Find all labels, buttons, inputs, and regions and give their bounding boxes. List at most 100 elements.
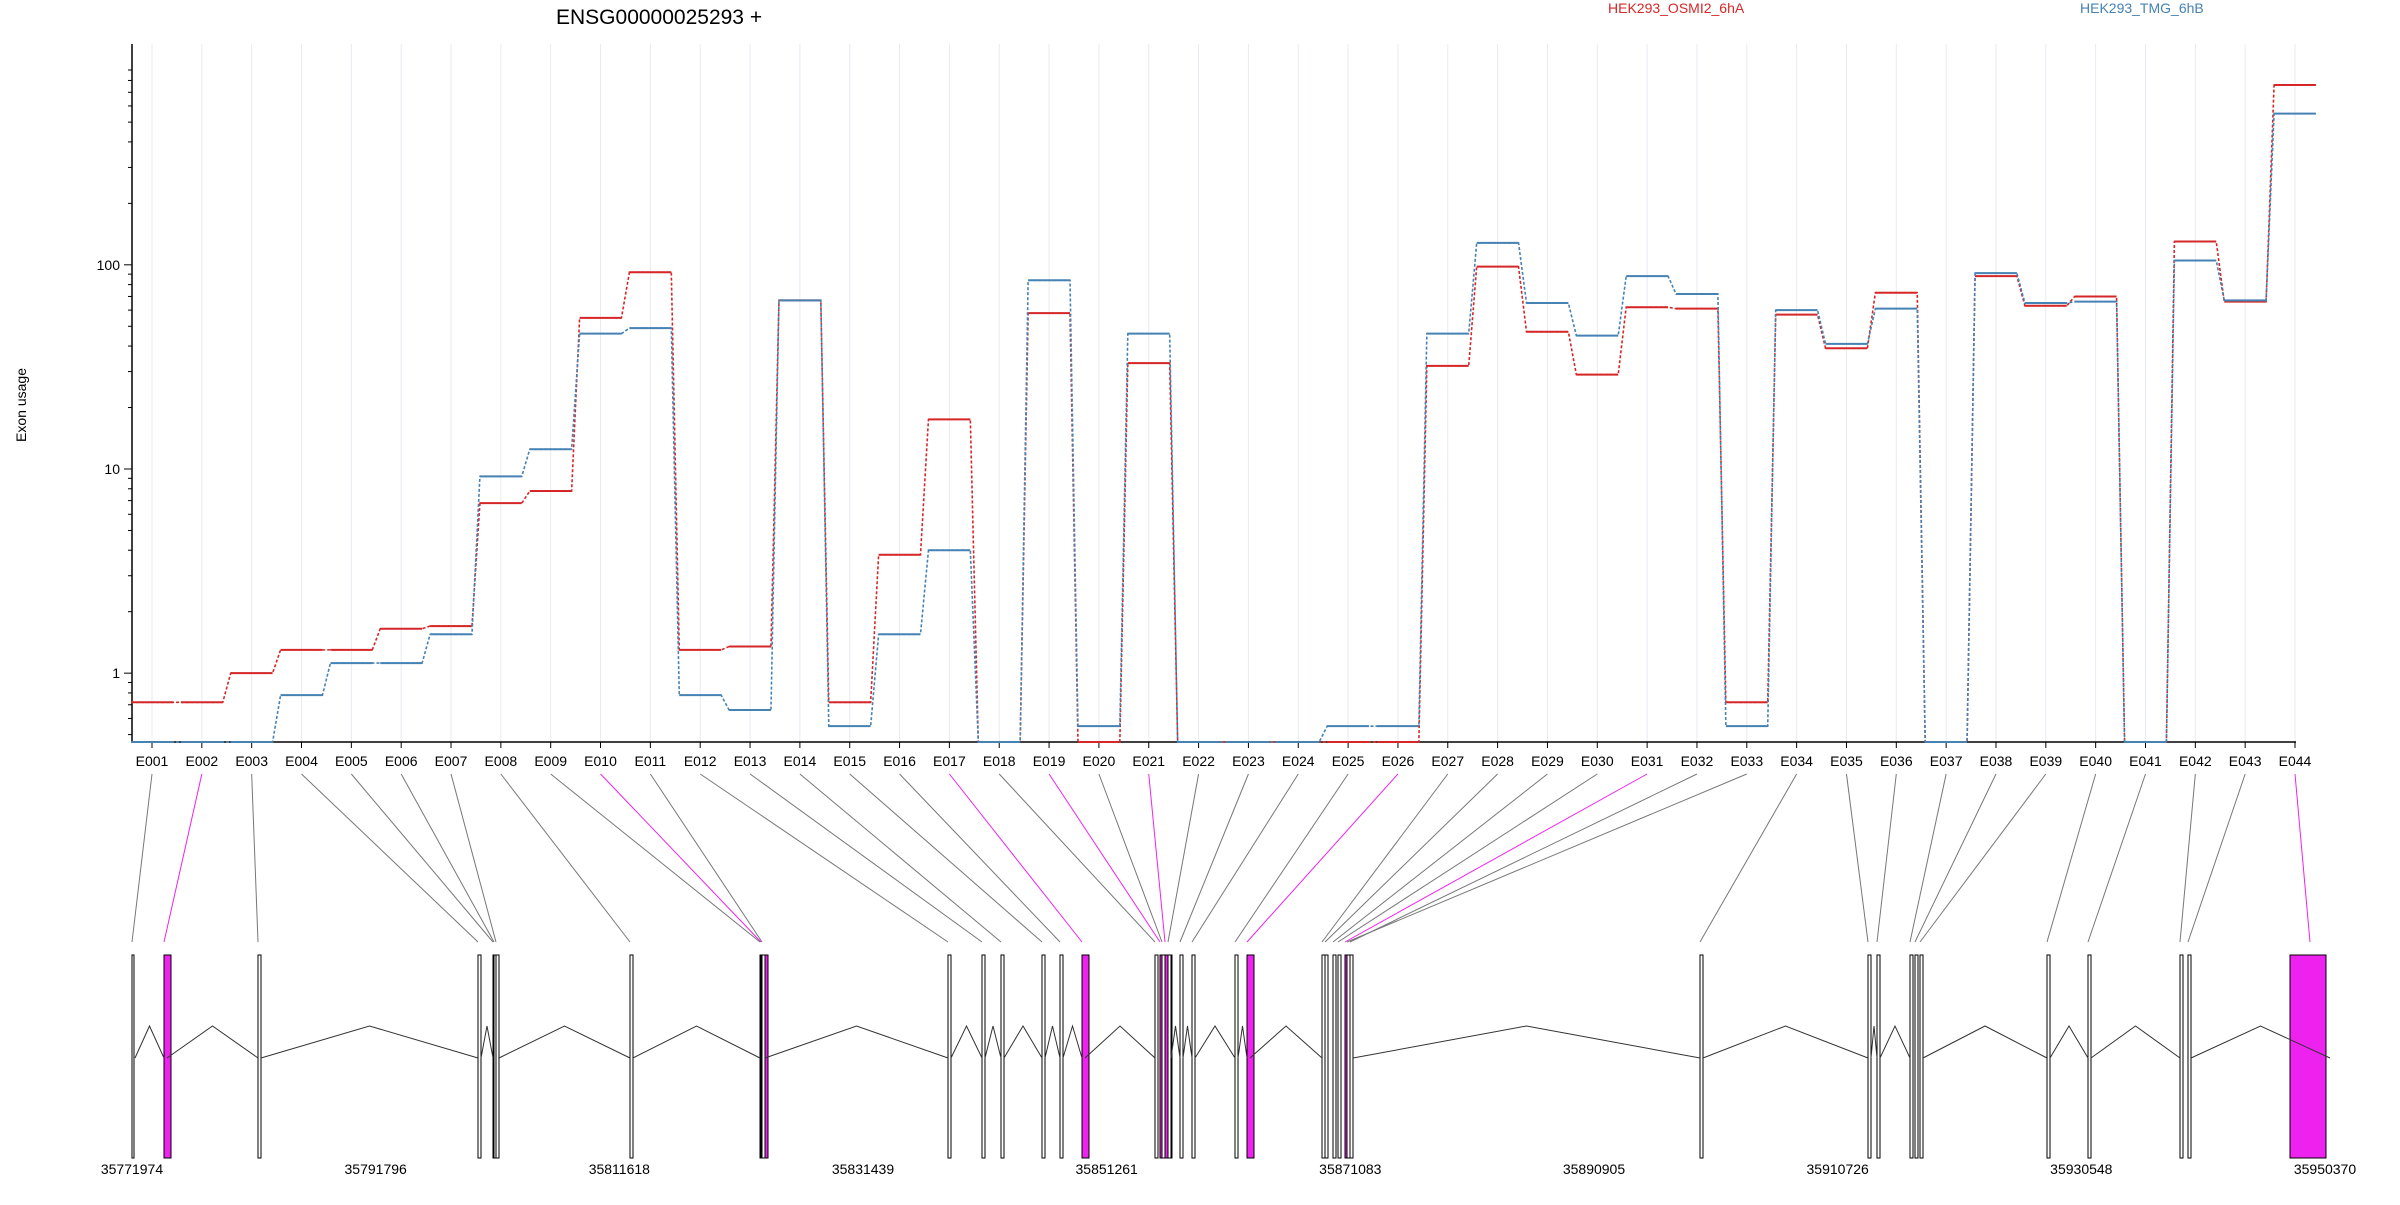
x-tick-label: E019 bbox=[1033, 753, 1066, 769]
exon-connector bbox=[1191, 773, 1299, 943]
exon-connector bbox=[849, 773, 1043, 943]
x-tick-label: E002 bbox=[185, 753, 218, 769]
exon-connector bbox=[2187, 773, 2246, 943]
exon-connector bbox=[949, 773, 1083, 943]
y-axis-label: Exon usage bbox=[13, 368, 29, 442]
x-tick-label: E008 bbox=[485, 753, 518, 769]
x-tick-label: E036 bbox=[1880, 753, 1913, 769]
x-tick-label: E038 bbox=[1980, 753, 2013, 769]
exon-box bbox=[1867, 954, 1872, 1159]
genomic-tick-label: 35851261 bbox=[1076, 1161, 1139, 1177]
exon-connector bbox=[1148, 773, 1166, 943]
intron-line bbox=[764, 1025, 949, 1059]
y-tick-label: 100 bbox=[97, 257, 121, 273]
genomic-tick-label: 35890905 bbox=[1563, 1161, 1626, 1177]
x-tick-label: E003 bbox=[235, 753, 268, 769]
intron-line bbox=[1084, 1025, 1156, 1059]
exon-box bbox=[1699, 954, 1704, 1159]
exon-box bbox=[1000, 954, 1005, 1159]
exon-connector bbox=[1919, 773, 2047, 943]
exon-box bbox=[131, 954, 135, 1159]
x-tick-label: E005 bbox=[335, 753, 368, 769]
x-tick-label: E031 bbox=[1631, 753, 1664, 769]
exon-connector bbox=[301, 773, 479, 943]
exon-box bbox=[1081, 954, 1090, 1159]
intron-line bbox=[1237, 1025, 1248, 1059]
exon-box bbox=[2187, 954, 2192, 1159]
x-tick-label: E001 bbox=[136, 753, 169, 769]
exon-connector bbox=[550, 773, 761, 943]
exon-connector bbox=[998, 773, 1156, 943]
exon-box bbox=[761, 954, 766, 1159]
intron-line bbox=[260, 1025, 479, 1059]
x-tick-label: E022 bbox=[1182, 753, 1215, 769]
x-tick-label: E015 bbox=[833, 753, 866, 769]
exon-box bbox=[1337, 954, 1342, 1159]
genomic-tick-label: 35831439 bbox=[832, 1161, 895, 1177]
x-tick-label: E020 bbox=[1083, 753, 1116, 769]
x-tick-label: E043 bbox=[2229, 753, 2262, 769]
x-tick-label: E039 bbox=[2029, 753, 2062, 769]
x-tick-label: E018 bbox=[983, 753, 1016, 769]
exon-connector bbox=[799, 773, 1002, 943]
intron-line bbox=[1879, 1024, 1911, 1059]
x-tick-label: E017 bbox=[933, 753, 966, 769]
legend-entry: HEK293_TMG_6hB bbox=[2080, 0, 2204, 16]
chart-title: ENSG00000025293 + bbox=[556, 6, 762, 29]
genomic-tick-label: 35791796 bbox=[345, 1161, 408, 1177]
intron-line bbox=[2190, 1025, 2331, 1059]
intron-line bbox=[1870, 1025, 1878, 1059]
x-tick-label: E021 bbox=[1132, 753, 1165, 769]
x-tick-label: E004 bbox=[285, 753, 318, 769]
x-tick-label: E027 bbox=[1431, 753, 1464, 769]
x-tick-label: E037 bbox=[1930, 753, 1963, 769]
genomic-tick-label: 35930548 bbox=[2050, 1161, 2113, 1177]
exon-connector bbox=[600, 773, 762, 943]
intron-line bbox=[498, 1025, 631, 1059]
exon-box bbox=[2179, 954, 2184, 1159]
exon-box bbox=[2087, 954, 2092, 1159]
series-line bbox=[131, 112, 2316, 743]
exon-connector bbox=[1349, 773, 1698, 943]
x-tick-label: E026 bbox=[1382, 753, 1415, 769]
x-tick-label: E014 bbox=[784, 753, 817, 769]
exon-box bbox=[947, 954, 952, 1159]
exon-box bbox=[629, 954, 634, 1159]
intron-line bbox=[1182, 1025, 1193, 1059]
intron-line bbox=[1194, 1025, 1236, 1059]
x-tick-label: E032 bbox=[1681, 753, 1714, 769]
exon-connector bbox=[2087, 773, 2146, 943]
exon-connector bbox=[749, 773, 983, 943]
exon-connector bbox=[500, 773, 631, 943]
x-tick-label: E041 bbox=[2129, 753, 2162, 769]
exon-connector bbox=[1234, 773, 1349, 943]
exon-connector bbox=[1324, 773, 1498, 943]
intron-line bbox=[984, 1025, 1002, 1059]
exon-connector bbox=[1246, 773, 1399, 943]
x-tick-label: E024 bbox=[1282, 753, 1315, 769]
exon-connector bbox=[1914, 773, 1997, 943]
exon-connector bbox=[1098, 773, 1163, 943]
exon-connector bbox=[1048, 773, 1161, 943]
exon-connector bbox=[350, 773, 494, 943]
x-tick-label: E034 bbox=[1780, 753, 1813, 769]
exon-box bbox=[1179, 954, 1184, 1159]
x-tick-label: E042 bbox=[2179, 753, 2212, 769]
genomic-tick-label: 35950370 bbox=[2294, 1161, 2357, 1177]
exon-box bbox=[1324, 954, 1329, 1159]
legend-entry: HEK293_OSMI2_6hA bbox=[1608, 0, 1745, 16]
x-tick-label: E044 bbox=[2279, 753, 2312, 769]
x-tick-label: E030 bbox=[1581, 753, 1614, 769]
x-tick-label: E029 bbox=[1531, 753, 1564, 769]
exon-box bbox=[1909, 954, 1914, 1159]
exon-box bbox=[1191, 954, 1196, 1159]
intron-line bbox=[1702, 1025, 1869, 1059]
series-1 bbox=[131, 112, 2316, 743]
exon-connector bbox=[649, 773, 763, 943]
exon-box bbox=[981, 954, 986, 1159]
genomic-tick-label: 35871083 bbox=[1319, 1161, 1382, 1177]
exon-connector bbox=[450, 773, 497, 943]
x-tick-label: E013 bbox=[734, 753, 767, 769]
